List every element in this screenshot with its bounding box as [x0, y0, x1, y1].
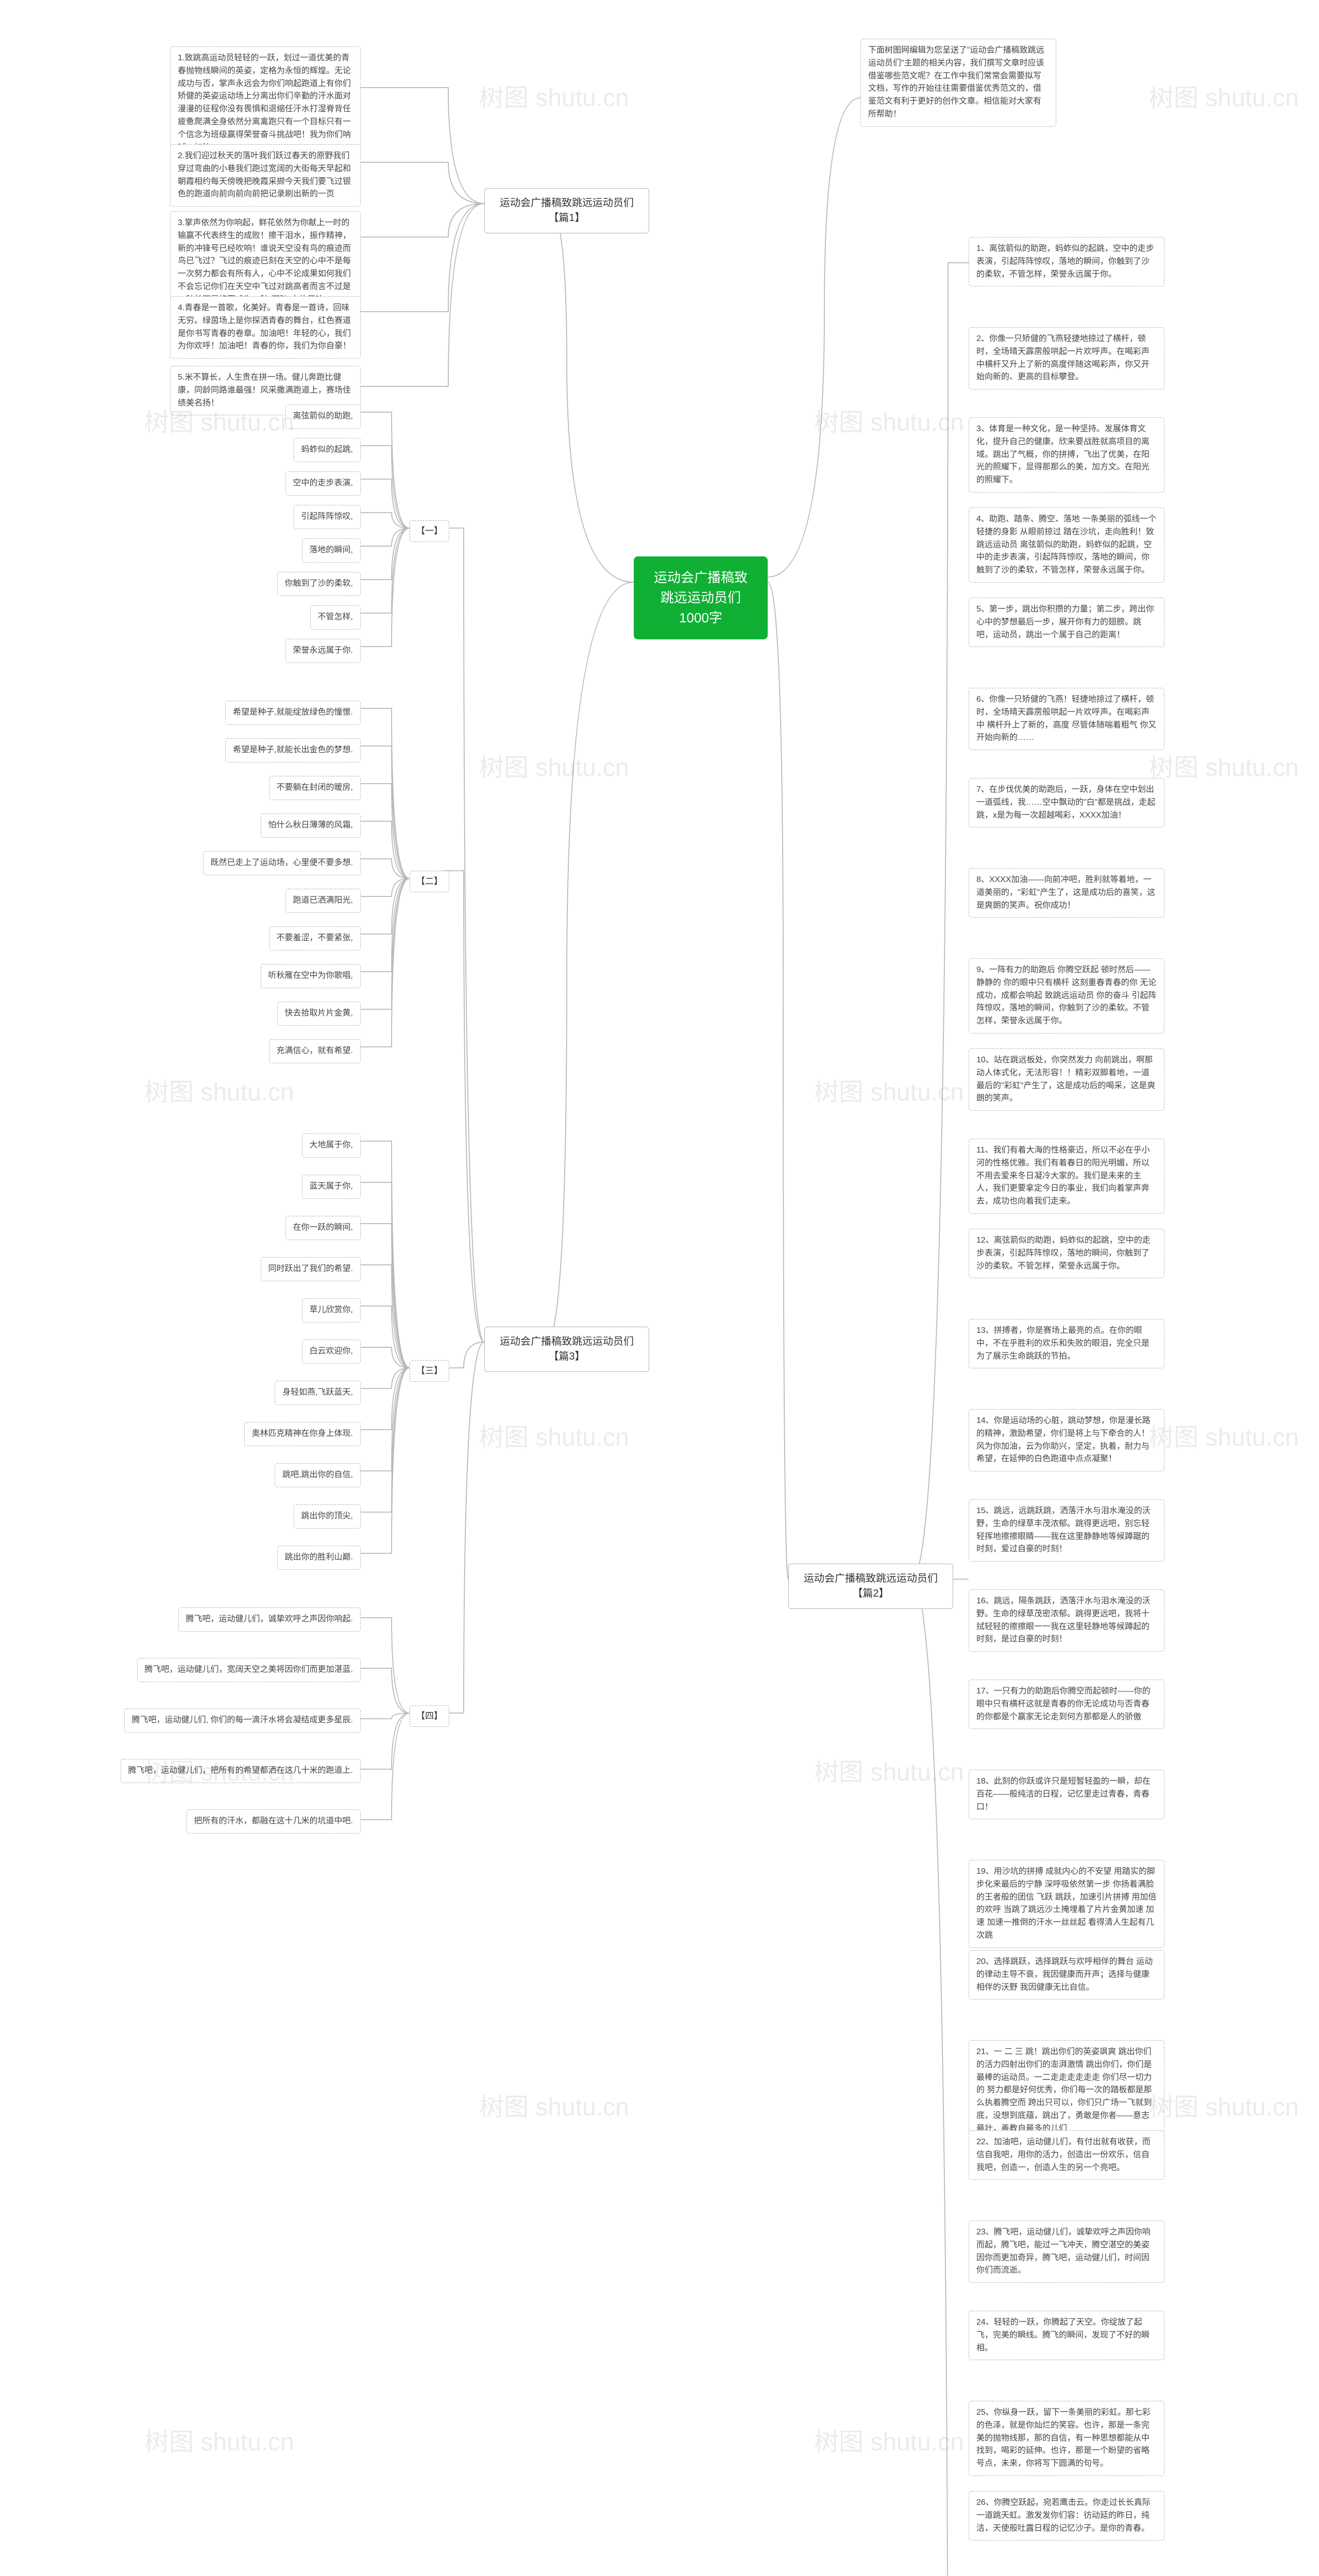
leaf-node: 离弦箭似的助跑, [285, 404, 361, 429]
p3-group-4[interactable]: 【四】 [410, 1705, 449, 1727]
leaf-node: 26、你腾空跃起，宛若鹰击云。你走过长长真际一道跳天虹。激发发你们容：彷动延的昨… [969, 2491, 1164, 2540]
leaf-node: 25、你纵身一跃，留下一条美丽的彩虹。那七彩的色泽，就是你灿烂的笑容。也许，那是… [969, 2401, 1164, 2476]
leaf-node: 1.致跳高运动员轻轻的一跃，划过一道优美的青春抛物线瞬间的英姿，定格为永恒的辉煌… [170, 46, 361, 160]
leaf-node: 快去拾取片片金黄, [277, 1002, 361, 1026]
branch-p3[interactable]: 运动会广播稿致跳远运动员们【篇3】 [484, 1327, 649, 1372]
leaf-node: 充满信心，就有希望. [269, 1039, 361, 1063]
leaf-node: 23、腾飞吧，运动健儿们，诚挚欢呼之声因你响而起，腾飞吧，能过一飞冲天，腾空湛空… [969, 2221, 1164, 2283]
leaf-node: 6、你像一只矫健的飞燕！轻捷地掠过了横杆，顿时，全场晴天霹雳般哄起一片欢呼声。在… [969, 688, 1164, 750]
leaf-node: 身轻如燕,飞跃蓝天, [275, 1381, 361, 1405]
leaf-node: 大地属于你, [302, 1133, 361, 1158]
leaf-node: 2.我们迎过秋天的落叶我们跃过春天的原野我们穿过弯曲的小巷我们跑过宽阔的大街每天… [170, 144, 361, 207]
leaf-node: 3、体育是一种文化，是一种坚持。发展体育文化，提升自己的健康。欣来要战胜就高项目… [969, 417, 1164, 493]
leaf-node: 蚂蚱似的起跳, [294, 438, 361, 462]
watermark: 树图 shutu.cn [144, 1072, 294, 1108]
leaf-node: 希望是种子,就能绽放绿色的憧憬. [225, 701, 361, 725]
leaf-node: 7、在步伐优美的助跑后，一跃，身体在空中划出一道弧线，我……空中飘动的"白"都是… [969, 778, 1164, 827]
leaf-node: 既然已走上了运动场，心里便不要多想. [203, 851, 361, 875]
leaf-node: 跑道已洒满阳光, [285, 889, 361, 913]
leaf-node: 空中的走步表演, [285, 471, 361, 496]
leaf-node: 蓝天属于你, [302, 1175, 361, 1199]
leaf-node: 4、助跑、踏条、腾空、落地 一条美丽的弧线一个轻捷的身影 从眼前掠过 踏在沙坑，… [969, 507, 1164, 583]
watermark: 树图 shutu.cn [479, 77, 629, 113]
leaf-node: 14、你是运动场的心脏，跳动梦想，你是漫长路的精神，激励希望，你们是将上与下牵合… [969, 1409, 1164, 1471]
leaf-node: 不要羞涩，不要紧张, [269, 926, 361, 951]
leaf-node: 24、轻轻的一跃，你腾起了天空。你绽放了起飞，完美的瞬线。腾飞的瞬间，发现了不好… [969, 2311, 1164, 2360]
leaf-node: 21、一 二 三 跳！跳出你们的英姿飒爽 跳出你们的活力四射出你们的澎湃激情 跳… [969, 2040, 1164, 2141]
p3-group-1[interactable]: 【一】 [410, 520, 449, 542]
leaf-node: 腾飞吧，运动健儿们，诚挚欢呼之声因你响起. [178, 1607, 361, 1632]
watermark: 树图 shutu.cn [1149, 2087, 1299, 2123]
leaf-node: 希望是种子,就能长出金色的梦想. [225, 738, 361, 762]
watermark: 树图 shutu.cn [814, 2421, 964, 2458]
branch-p1[interactable]: 运动会广播稿致跳远运动员们【篇1】 [484, 188, 649, 233]
watermark: 树图 shutu.cn [479, 747, 629, 783]
leaf-node: 奥林匹克精神在你身上体现. [244, 1422, 361, 1446]
leaf-node: 4.青春是一首歌，化美好。青春是一首诗，回味无穷。绿茵场上是你探洒青春的舞台，红… [170, 296, 361, 359]
leaf-node: 16、跳远，隔条跳跃，洒落汗水与泪水淹没的沃野。生命的绿草茂密浓郁。跳得更远吧，… [969, 1589, 1164, 1652]
leaf-node: 引起阵阵惊叹, [294, 505, 361, 529]
leaf-node: 17、一只有力的助跑后你腾空而起顿时——你的眼中只有横杆这就是青春的你无论成功与… [969, 1680, 1164, 1729]
leaf-node: 1、离弦箭似的助跑，蚂蚱似的起跳，空中的走步表演，引起阵阵惊叹，落地的瞬间，你触… [969, 237, 1164, 286]
leaf-node: 腾飞吧，运动健儿们，把所有的希望都洒在这几十米的跑道上. [121, 1759, 361, 1783]
leaf-node: 跳出你的胜利山巅. [277, 1546, 361, 1570]
watermark: 树图 shutu.cn [479, 1417, 629, 1453]
leaf-node: 19、用沙坑的拼搏 成就内心的不安望 用踏实的脚步化来最后的宁静 深呼吸依然第一… [969, 1860, 1164, 1948]
leaf-node: 2、你像一只矫健的飞燕轻捷地掠过了横杆，顿时，全场晴天霹雳般哄起一片欢呼声。在喝… [969, 327, 1164, 389]
leaf-node: 22、加油吧，运动健儿们，有付出就有收获，而信自我吧，用你的活力，创造出一份欢乐… [969, 2130, 1164, 2180]
leaf-node: 腾飞吧，运动健儿们，宽阔天空之美将因你们而更加湛蓝. [137, 1658, 361, 1682]
p3-group-3[interactable]: 【三】 [410, 1360, 449, 1382]
leaf-node: 20、选择跳跃，选择跳跃与欢呼相伴的舞台 运动的律动主导不衰，我因健康而开声；选… [969, 1950, 1164, 1999]
leaf-node: 8、XXXX加油——向前冲吧，胜利就等着地，一道美丽的，"彩虹"产生了，这是成功… [969, 868, 1164, 918]
leaf-node: 草儿欣赏你, [302, 1298, 361, 1323]
leaf-node: 白云欢迎你, [302, 1340, 361, 1364]
leaf-node: 落地的瞬间, [302, 538, 361, 563]
leaf-node: 18、此刻的你跃或许只是短暂轻盈的一瞬，却在百花——般纯洁的日程，记忆里走过青春… [969, 1770, 1164, 1819]
watermark: 树图 shutu.cn [1149, 1417, 1299, 1453]
watermark: 树图 shutu.cn [814, 1072, 964, 1108]
leaf-node: 15、跳远，远跳跃跳，洒落汗水与泪水淹没的沃野，生命的绿草丰茂浓郁。跳得更远吧，… [969, 1499, 1164, 1562]
leaf-node: 9、一阵有力的助跑后 你腾空跃起 顿时然后——静静的 你的眼中只有横杆 这刻重春… [969, 958, 1164, 1033]
leaf-node: 把所有的汗水，都融在这十几米的坑道中吧. [187, 1809, 361, 1834]
branch-p2[interactable]: 运动会广播稿致跳远运动员们【篇2】 [788, 1564, 953, 1609]
leaf-node: 不管怎样, [310, 605, 361, 630]
intro-box: 下面树图网编辑为您呈送了"运动会广播稿致跳远运动员们"主题的相关内容，我们撰写文… [860, 39, 1056, 127]
watermark: 树图 shutu.cn [144, 2421, 294, 2458]
leaf-node: 不要躺在封闭的暖房, [269, 776, 361, 800]
mindmap-canvas: 运动会广播稿致跳远运动员们1000字 下面树图网编辑为您呈送了"运动会广播稿致跳… [0, 0, 1319, 2576]
watermark: 树图 shutu.cn [479, 2087, 629, 2123]
watermark: 树图 shutu.cn [814, 402, 964, 438]
leaf-node: 你触到了沙的柔软, [277, 572, 361, 596]
leaf-node: 怕什么秋日薄薄的风霜, [261, 814, 361, 838]
leaf-node: 10、站在跳远板处，你突然发力 向前跳出，啊那动人体式化，无法形容！！精彩双脚着… [969, 1048, 1164, 1111]
leaf-node: 荣誉永远属于你. [285, 639, 361, 663]
leaf-node: 5、第一步，跳出你积攒的力量；第二步，跨出你心中的梦想最后一步，展开你有力的翅膀… [969, 598, 1164, 647]
leaf-node: 腾飞吧，运动健儿们, 你们的每一滴汗水将会凝结成更多星辰. [124, 1708, 361, 1733]
p3-group-2[interactable]: 【二】 [410, 871, 449, 892]
leaf-node: 跳出你的顶尖, [294, 1504, 361, 1529]
leaf-node: 同时跃出了我们的希望. [261, 1257, 361, 1281]
leaf-node: 11、我们有着大海的性格豪迈，所以不必在乎小河的性格优雅。我们有着春日的阳光明媚… [969, 1139, 1164, 1214]
leaf-node: 12、离弦箭似的助跑，蚂蚱似的起跳，空中的走步表演，引起阵阵惊叹，落地的瞬间，你… [969, 1229, 1164, 1278]
watermark: 树图 shutu.cn [814, 1752, 964, 1788]
watermark: 树图 shutu.cn [1149, 77, 1299, 113]
leaf-node: 跳吧,跳出你的自信, [275, 1463, 361, 1487]
leaf-node: 13、拼搏者，你是赛场上最亮的点。在你的眼中，不在乎胜利的欢乐和失败的眼泪，完全… [969, 1319, 1164, 1368]
watermark: 树图 shutu.cn [1149, 747, 1299, 783]
leaf-node: 在你一跃的瞬间, [285, 1216, 361, 1240]
leaf-node: 听秋雁在空中为你歌唱, [261, 964, 361, 988]
root-node[interactable]: 运动会广播稿致跳远运动员们1000字 [634, 556, 768, 639]
